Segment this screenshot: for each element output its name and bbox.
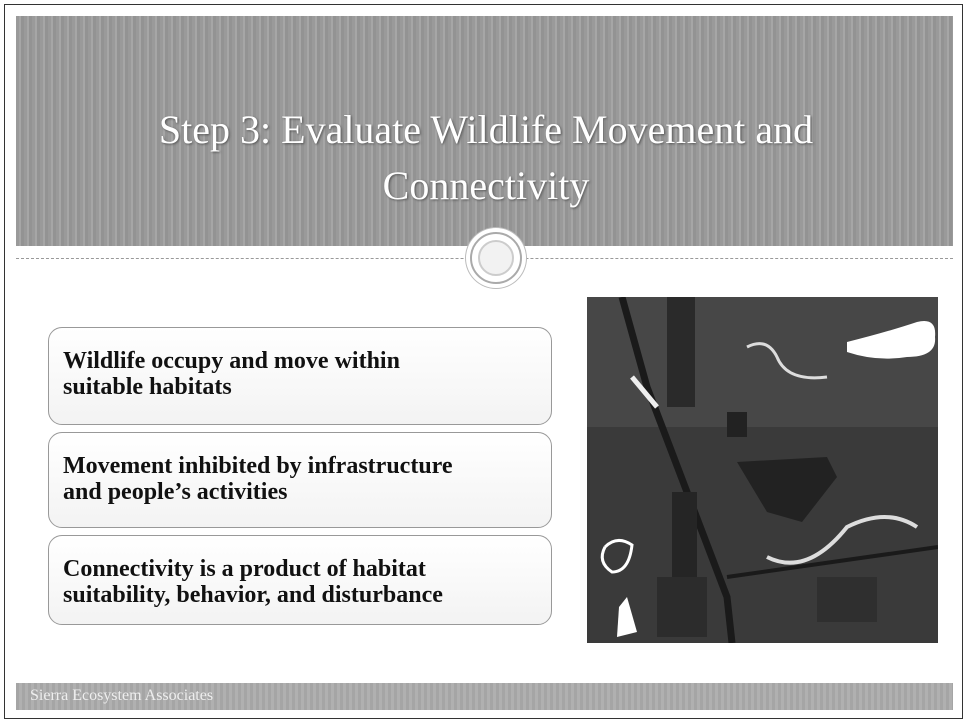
- bullet-line: Movement inhibited by infrastructure: [63, 453, 551, 479]
- title: Step 3: Evaluate Wildlife Movement and C…: [96, 102, 876, 214]
- bullet-line: Connectivity is a product of habitat: [63, 556, 551, 582]
- habitat-map: [587, 297, 938, 643]
- bullet-line: Wildlife occupy and move within: [63, 348, 551, 374]
- footer-bar: Sierra Ecosystem Associates: [16, 683, 953, 710]
- footer-text: Sierra Ecosystem Associates: [30, 687, 213, 705]
- ornament: [470, 232, 522, 284]
- slide: Step 3: Evaluate Wildlife Movement and C…: [0, 0, 969, 725]
- bullet-line: suitable habitats: [63, 374, 551, 400]
- bullet-line: suitability, behavior, and disturbance: [63, 582, 551, 608]
- bullet-line: and people’s activities: [63, 479, 551, 505]
